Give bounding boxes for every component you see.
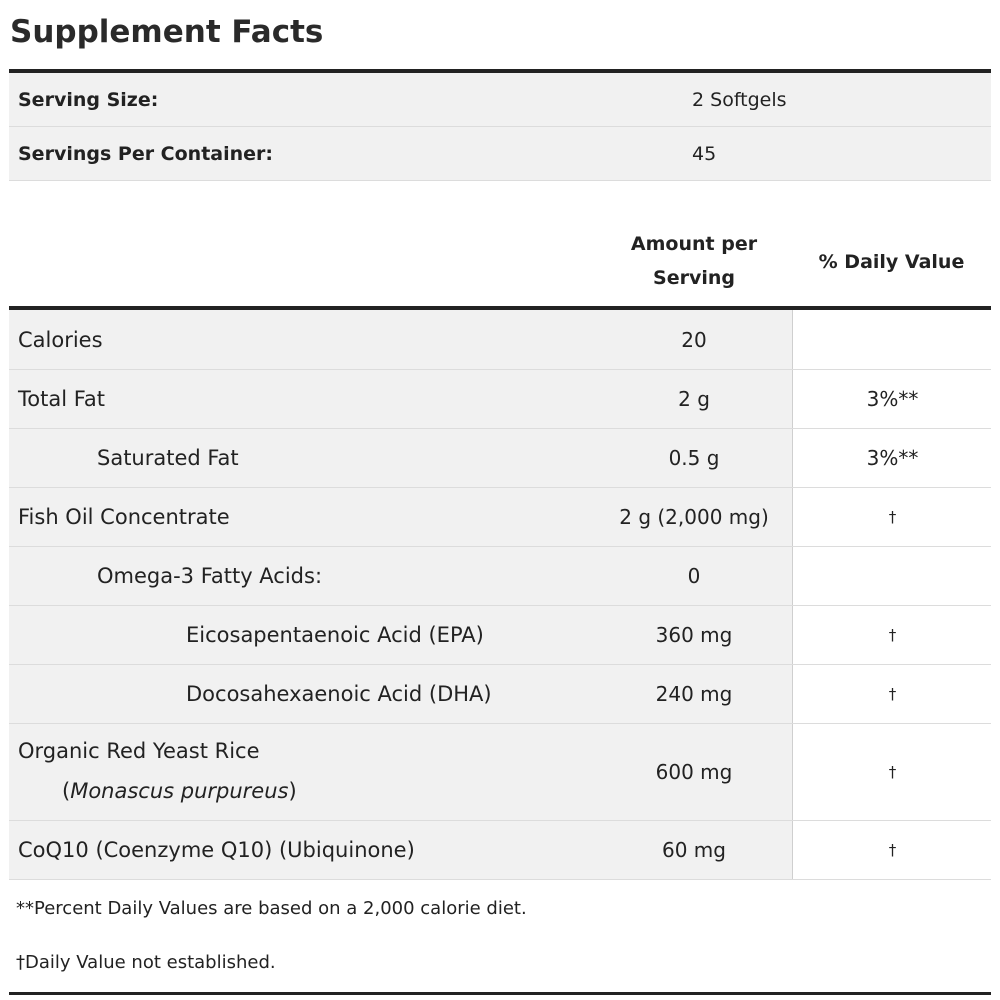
top-divider	[9, 69, 991, 73]
nutrient-name-main: Organic Red Yeast Rice	[18, 739, 260, 763]
nutrient-amount: 0	[687, 564, 701, 588]
servings-per-container-label: Servings Per Container:	[18, 143, 274, 165]
nutrient-name: Saturated Fat	[97, 446, 239, 470]
nutrient-daily-value	[792, 310, 992, 369]
nutrient-amount: 240 mg	[655, 682, 733, 706]
table-row: CoQ10 (Coenzyme Q10) (Ubiquinone) 60 mg …	[9, 821, 992, 880]
serving-size-value: 2 Softgels	[692, 89, 787, 111]
latin-name-italic: Monascus purpureus	[70, 779, 289, 803]
footnote-percent-daily-value: **Percent Daily Values are based on a 2,…	[16, 898, 527, 919]
daily-value-text: 3%**	[866, 387, 919, 411]
dagger-symbol: †	[888, 508, 897, 526]
nutrient-amount: 600 mg	[655, 760, 733, 784]
nutrient-daily-value: †	[792, 488, 992, 546]
nutrient-name: Calories	[18, 328, 103, 352]
dagger-symbol: †	[888, 763, 897, 781]
nutrient-name: Fish Oil Concentrate	[18, 505, 230, 529]
daily-value-text: 3%**	[866, 446, 919, 470]
footnote-daily-value-not-established: †Daily Value not established.	[16, 952, 276, 973]
paren-close: )	[288, 779, 297, 803]
nutrient-name: CoQ10 (Coenzyme Q10) (Ubiquinone)	[18, 838, 415, 862]
nutrient-daily-value: †	[792, 606, 992, 664]
table-row: Omega-3 Fatty Acids: 0	[9, 547, 992, 606]
table-row: Fish Oil Concentrate 2 g (2,000 mg) †	[9, 488, 992, 547]
nutrient-amount: 2 g	[678, 387, 710, 411]
nutrient-name: Total Fat	[18, 387, 105, 411]
table-row: Total Fat 2 g 3%**	[9, 370, 992, 429]
nutrient-name: Eicosapentaenoic Acid (EPA)	[186, 623, 484, 647]
nutrient-amount: 0.5 g	[668, 446, 720, 470]
daily-value-header: % Daily Value	[818, 251, 965, 273]
header-divider	[9, 306, 991, 310]
nutrient-latin-name: (Monascus purpureus)	[18, 776, 297, 806]
nutrient-daily-value: †	[792, 724, 992, 820]
nutrient-daily-value	[792, 547, 992, 605]
nutrient-table: Calories 20 Total Fat 2 g 3%** Saturated…	[9, 310, 992, 880]
table-row: Eicosapentaenoic Acid (EPA) 360 mg †	[9, 606, 992, 665]
nutrient-amount: 2 g (2,000 mg)	[619, 505, 769, 529]
table-row: Organic Red Yeast Rice (Monascus purpure…	[9, 724, 992, 821]
nutrient-daily-value: †	[792, 665, 992, 723]
servings-per-container-value: 45	[692, 143, 717, 165]
amount-header-line1: Amount per	[630, 233, 758, 255]
nutrient-name: Docosahexaenoic Acid (DHA)	[186, 682, 492, 706]
dagger-symbol: †	[888, 626, 897, 644]
nutrient-amount: 20	[681, 328, 707, 352]
table-row: Saturated Fat 0.5 g 3%**	[9, 429, 992, 488]
table-row: Calories 20	[9, 310, 992, 370]
nutrient-daily-value: †	[792, 821, 992, 879]
serving-size-row: Serving Size: 2 Softgels	[9, 73, 991, 127]
amount-per-serving-header: Amount per Serving	[596, 227, 792, 295]
nutrient-name: Omega-3 Fatty Acids:	[97, 564, 323, 588]
servings-per-container-row: Servings Per Container: 45	[9, 127, 991, 181]
nutrient-daily-value: 3%**	[792, 370, 992, 428]
page-title: Supplement Facts	[10, 14, 324, 50]
nutrient-amount: 360 mg	[655, 623, 733, 647]
serving-size-label: Serving Size:	[18, 89, 159, 111]
nutrient-daily-value: 3%**	[792, 429, 992, 487]
table-row: Docosahexaenoic Acid (DHA) 240 mg †	[9, 665, 992, 724]
paren-open: (	[62, 779, 71, 803]
amount-header-line2: Serving	[653, 267, 735, 289]
dagger-symbol: †	[888, 841, 897, 859]
nutrient-name: Organic Red Yeast Rice (Monascus purpure…	[18, 736, 297, 806]
dagger-symbol: †	[888, 685, 897, 703]
bottom-divider	[9, 992, 991, 995]
nutrient-amount: 60 mg	[662, 838, 726, 862]
